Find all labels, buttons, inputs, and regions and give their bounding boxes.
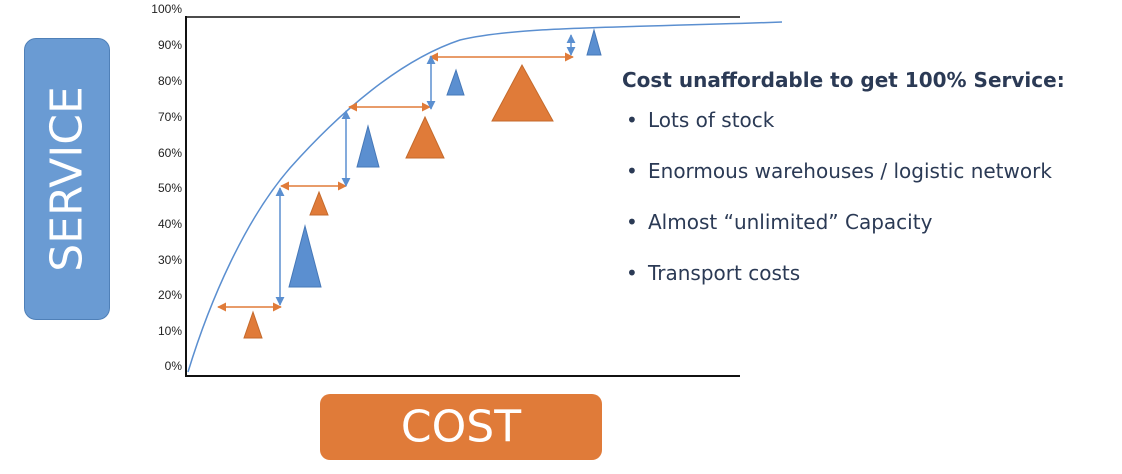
y-tick-labels: 0% 10% 20% 30% 40% 50% 60% 70% 80% 90% 1… <box>151 2 182 373</box>
cost-triangle <box>243 310 263 339</box>
list-item-text: Lots of stock <box>648 108 775 132</box>
y-tick-label: 90% <box>158 38 182 52</box>
y-tick-label: 70% <box>158 110 182 124</box>
cost-triangle <box>405 115 445 159</box>
list-item: • Enormous warehouses / logistic network <box>622 159 1112 210</box>
list-item-text: Enormous warehouses / logistic network <box>648 159 1052 183</box>
service-increase-arrows <box>275 34 576 306</box>
service-triangles <box>288 28 602 288</box>
list-item-text: Transport costs <box>648 261 801 285</box>
cost-triangles <box>243 63 554 339</box>
service-triangle <box>586 28 602 56</box>
y-tick-label: 100% <box>151 2 182 16</box>
list-item: • Transport costs <box>622 261 1112 312</box>
y-tick-label: 80% <box>158 74 182 88</box>
notes-panel: Cost unaffordable to get 100% Service: •… <box>622 68 1112 312</box>
list-item: • Lots of stock <box>622 108 1112 159</box>
cost-axis-label: COST <box>400 401 522 453</box>
bullet-icon: • <box>626 261 638 285</box>
y-tick-label: 10% <box>158 324 182 338</box>
service-triangle <box>288 224 322 288</box>
notes-title: Cost unaffordable to get 100% Service: <box>622 68 1065 92</box>
y-tick-label: 30% <box>158 253 182 267</box>
cost-triangle <box>309 190 329 216</box>
list-item-text: Almost “unlimited” Capacity <box>648 210 933 234</box>
notes-list: • Lots of stock • Enormous warehouses / … <box>622 108 1112 312</box>
service-triangle <box>356 124 380 168</box>
bullet-icon: • <box>626 108 638 132</box>
service-triangle <box>446 68 465 96</box>
service-axis-box: SERVICE <box>24 38 110 320</box>
list-item: • Almost “unlimited” Capacity <box>622 210 1112 261</box>
y-tick-label: 0% <box>165 359 183 373</box>
cost-increase-arrows <box>217 52 574 312</box>
bullet-icon: • <box>626 210 638 234</box>
y-tick-label: 50% <box>158 181 182 195</box>
cost-triangle <box>491 63 554 122</box>
y-tick-label: 20% <box>158 288 182 302</box>
bullet-icon: • <box>626 159 638 183</box>
cost-axis-box: COST <box>320 394 602 460</box>
y-tick-label: 40% <box>158 217 182 231</box>
service-cost-curve <box>187 21 783 373</box>
y-tick-label: 60% <box>158 146 182 160</box>
